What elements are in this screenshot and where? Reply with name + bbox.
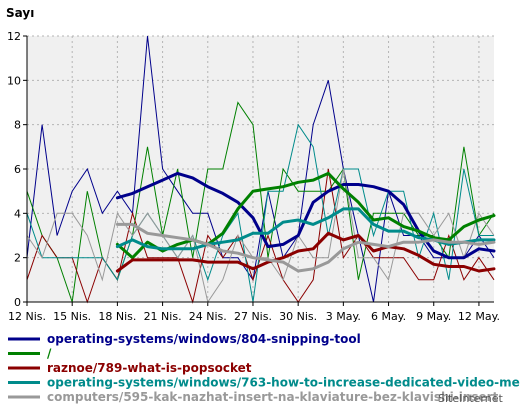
legend-label-2: raznoe/789-what-is-popsocket — [47, 361, 252, 375]
legend-label-3: operating-systems/windows/763-how-to-inc… — [47, 376, 520, 390]
series-trend-line-2 — [115, 231, 496, 273]
legend-label-1: / — [47, 347, 52, 361]
x-tick-label: 30 Nis. — [279, 310, 317, 323]
x-tick-label: 3 May. — [326, 310, 361, 323]
x-tick-label: 21 Nis. — [144, 310, 182, 323]
x-tick-label: 18 Nis. — [98, 310, 136, 323]
y-tick-label: 4 — [14, 207, 21, 220]
trend-series-lines — [115, 171, 496, 273]
x-tick-label: 9 May. — [416, 310, 451, 323]
y-tick-label: 10 — [7, 74, 21, 87]
series-daily-line-3 — [26, 123, 494, 303]
y-tick-label: 2 — [14, 252, 21, 265]
x-tick-label: 6 May. — [371, 310, 406, 323]
y-tick-label: 12 — [7, 30, 21, 43]
series-trend-line-0 — [115, 171, 496, 260]
series-trend-line-1 — [115, 171, 496, 260]
y-axis-ticks: 0 2 4 6 8 10 12 — [7, 30, 27, 309]
x-tick-label: 27 Nis. — [234, 310, 272, 323]
y-tick-label: 6 — [14, 163, 21, 176]
y-tick-label: 0 — [14, 296, 21, 309]
x-tick-label: 15 Nis. — [53, 310, 91, 323]
legend-label-0: operating-systems/windows/804-snipping-t… — [47, 332, 361, 346]
legend: operating-systems/windows/804-snipping-t… — [8, 332, 520, 404]
y-axis-label: Sayı — [6, 6, 34, 20]
x-tick-label: 12 Nis. — [8, 310, 46, 323]
legend-label-4: computers/595-kak-nazhat-insert-na-klavi… — [47, 390, 499, 404]
axes — [26, 36, 494, 303]
watermark-text: SiteInternet — [438, 392, 503, 405]
x-tick-label: 24 Nis. — [189, 310, 227, 323]
x-axis-ticks: 12 Nis. 15 Nis. 18 Nis. 21 Nis. 24 Nis. 27 Ni… — [8, 302, 500, 323]
series-trend-line-4 — [115, 222, 496, 273]
y-tick-label: 8 — [14, 119, 21, 132]
x-tick-label: 12 May. — [458, 310, 500, 323]
